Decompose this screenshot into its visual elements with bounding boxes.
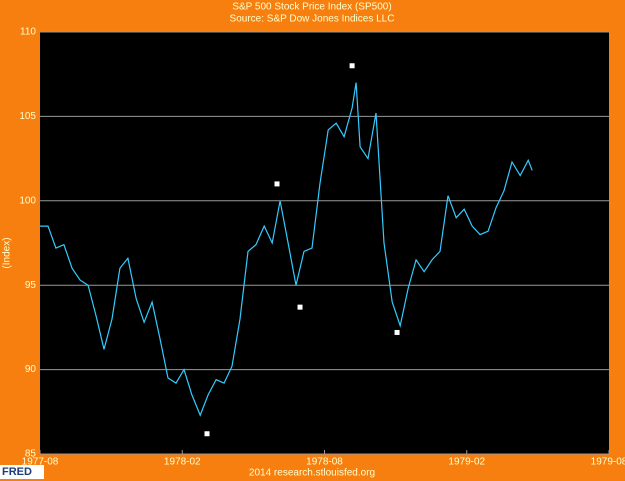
y-tick-label: 85 <box>25 449 37 460</box>
y-tick-label: 95 <box>25 280 37 291</box>
x-tick-label: 1978-02 <box>164 457 201 468</box>
chart-title: S&P 500 Stock Price Index (SP500) <box>232 2 391 13</box>
x-tick-label: 1979-08 <box>591 457 625 468</box>
logo: FRED <box>2 466 32 478</box>
marker <box>204 431 210 437</box>
y-tick-label: 110 <box>20 27 36 38</box>
y-axis-label: (Index) <box>2 237 13 268</box>
marker <box>394 329 400 335</box>
data-line <box>40 82 533 417</box>
logo-box <box>0 465 44 479</box>
y-tick-label: 100 <box>19 195 36 206</box>
chart-subtitle: Source: S&P Dow Jones Indices LLC <box>230 14 395 25</box>
marker <box>349 63 355 69</box>
footer: 2014 research.stlouisfed.org <box>249 468 375 479</box>
x-tick-label: 1977-08 <box>22 457 59 468</box>
marker <box>274 181 280 187</box>
plot-area <box>40 32 609 454</box>
x-tick-label: 1979-02 <box>448 457 485 468</box>
marker <box>297 304 303 310</box>
x-tick-label: 1978-08 <box>306 457 343 468</box>
y-tick-label: 105 <box>19 111 36 122</box>
y-tick-label: 90 <box>25 364 37 375</box>
